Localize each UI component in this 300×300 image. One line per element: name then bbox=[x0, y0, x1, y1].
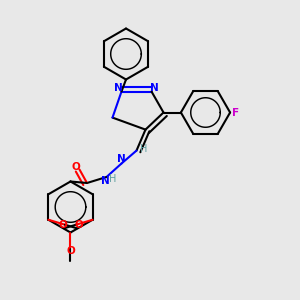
Text: O: O bbox=[74, 220, 83, 230]
Text: O: O bbox=[58, 220, 67, 230]
Text: O: O bbox=[66, 246, 75, 256]
Text: N: N bbox=[117, 154, 126, 164]
Text: N: N bbox=[114, 83, 123, 93]
Text: N: N bbox=[100, 176, 109, 186]
Text: N: N bbox=[150, 83, 159, 93]
Text: H: H bbox=[110, 174, 117, 184]
Text: F: F bbox=[232, 107, 239, 118]
Text: H: H bbox=[140, 144, 148, 154]
Text: O: O bbox=[71, 162, 80, 172]
